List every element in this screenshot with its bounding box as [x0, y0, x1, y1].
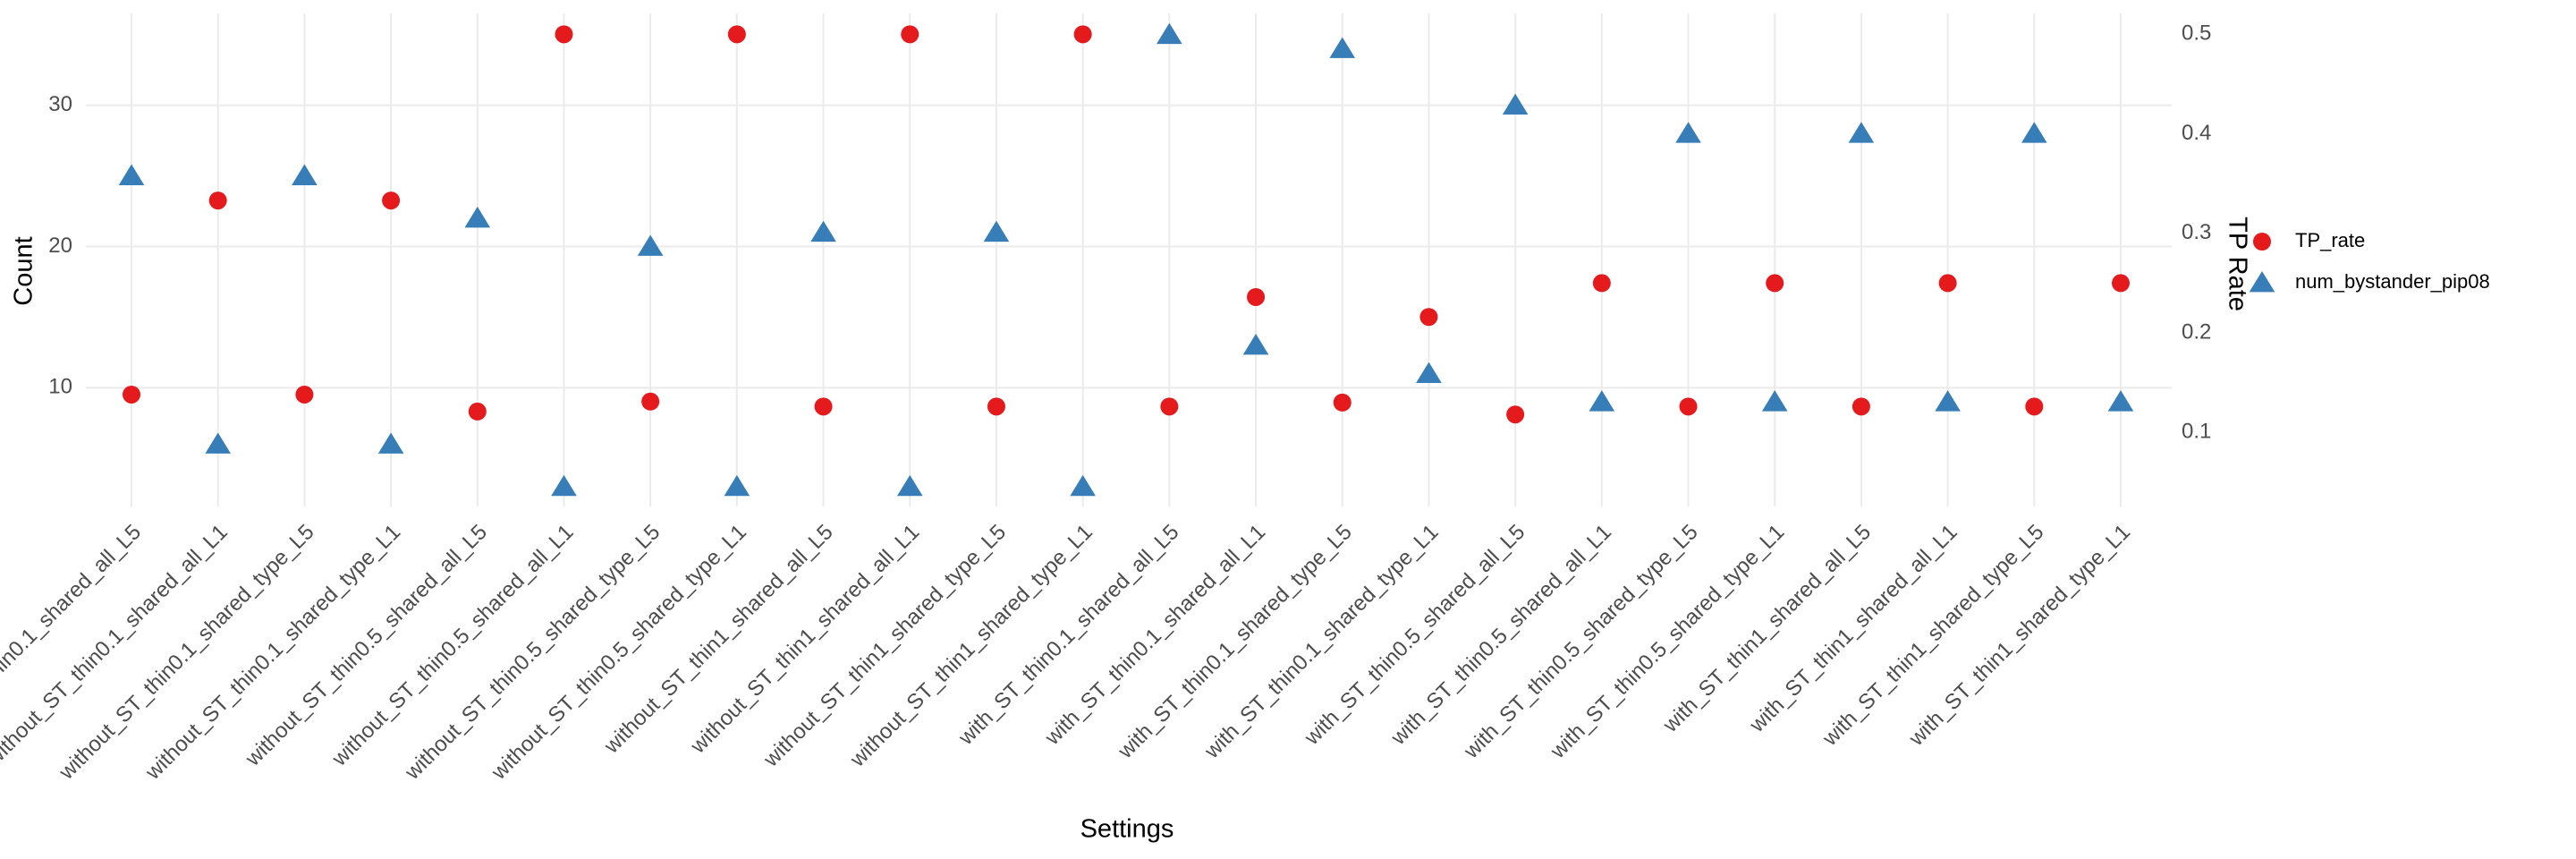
point — [1073, 25, 1092, 44]
point — [1848, 122, 1875, 143]
point — [292, 164, 318, 185]
point — [814, 397, 833, 416]
x-axis-title: Settings — [1080, 815, 1174, 844]
point — [1675, 122, 1701, 143]
point — [1333, 393, 1352, 412]
point — [1506, 405, 1525, 424]
point — [1329, 37, 1356, 58]
y2-tick-label: 0.5 — [2182, 21, 2211, 46]
point — [2107, 390, 2134, 412]
point — [1160, 397, 1179, 416]
y2-tick-label: 0.4 — [2182, 121, 2211, 145]
point — [1070, 474, 1096, 497]
point — [295, 385, 314, 404]
point — [1766, 274, 1784, 293]
point — [901, 25, 919, 44]
point — [1419, 308, 1438, 327]
point — [1852, 397, 1870, 416]
legend-label: TP_rate — [2295, 229, 2365, 251]
point — [123, 385, 140, 404]
legend-marker — [2249, 271, 2275, 293]
y2-tick-label: 0.2 — [2182, 319, 2211, 344]
point — [205, 432, 231, 454]
point — [377, 432, 404, 454]
point — [464, 206, 491, 228]
grid — [86, 13, 2172, 506]
point — [118, 164, 145, 185]
legend-marker — [2253, 233, 2271, 251]
point — [1242, 334, 1269, 355]
point — [637, 234, 664, 256]
point — [1761, 390, 1788, 412]
y2-tick-label: 0.1 — [2182, 420, 2211, 444]
point — [1157, 22, 1182, 45]
point — [987, 397, 1005, 416]
point — [724, 474, 750, 497]
point — [2112, 274, 2130, 293]
point — [1502, 93, 1529, 115]
point — [727, 25, 746, 44]
point — [641, 392, 660, 411]
point — [983, 220, 1010, 242]
y2-tick-label: 0.3 — [2182, 220, 2211, 244]
point — [1589, 390, 1615, 412]
legend-label: num_bystander_pip08 — [2295, 270, 2490, 293]
point — [1592, 274, 1611, 293]
point — [382, 191, 401, 210]
y-tick-label: 30 — [48, 92, 72, 116]
point — [1935, 390, 1961, 412]
point — [208, 191, 227, 210]
point — [1679, 397, 1698, 416]
point — [2021, 122, 2047, 143]
point — [1247, 287, 1266, 306]
y-tick-label: 20 — [48, 234, 72, 258]
y2-axis-title: TP Rate — [2223, 217, 2251, 311]
y-axis-title: Count — [10, 236, 38, 305]
point — [555, 25, 573, 44]
y-tick-label: 10 — [48, 375, 72, 399]
point — [468, 402, 487, 421]
point — [1938, 274, 1957, 293]
point — [810, 220, 836, 242]
point — [551, 474, 577, 497]
point — [2025, 397, 2044, 416]
point — [1416, 361, 1442, 383]
point — [896, 474, 923, 497]
